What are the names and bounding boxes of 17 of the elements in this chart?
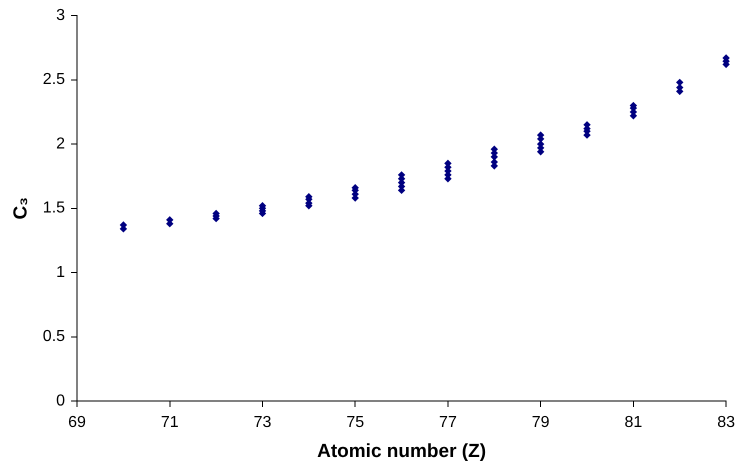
y-axis-title: C₃ xyxy=(10,197,32,220)
y-tick-label: 2.5 xyxy=(42,71,66,88)
x-tick-label: 73 xyxy=(254,414,272,432)
y-tick-label: 3 xyxy=(56,7,66,24)
y-tick-label: 0.5 xyxy=(42,328,66,346)
x-tick-label: 79 xyxy=(532,414,550,432)
y-tick-label: 0 xyxy=(56,392,66,410)
x-tick-label: 83 xyxy=(717,414,736,432)
x-tick-label: 69 xyxy=(68,414,86,432)
y-tick-label: 2 xyxy=(56,135,66,152)
x-tick-label: 81 xyxy=(624,414,642,432)
x-axis-title: Atomic number (Z) xyxy=(317,440,486,462)
x-tick-label: 71 xyxy=(160,414,179,432)
x-tick-label: 75 xyxy=(346,414,364,432)
y-tick-label: 1.5 xyxy=(42,200,66,217)
y-tick-label: 1 xyxy=(56,264,66,281)
x-tick-label: 77 xyxy=(439,414,457,432)
